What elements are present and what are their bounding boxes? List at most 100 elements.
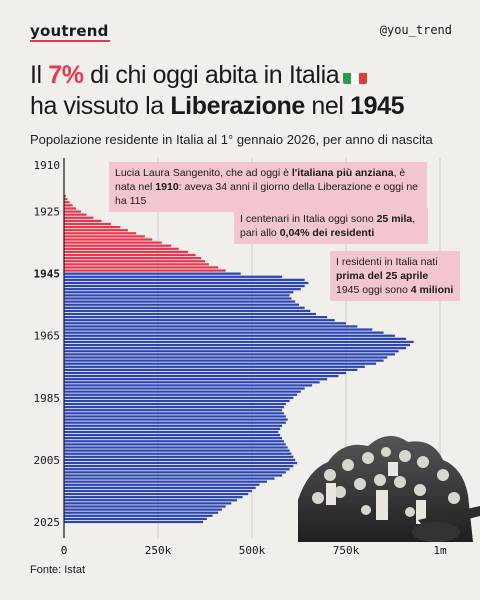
bar-2005 — [64, 458, 296, 462]
bar-2014 — [64, 486, 256, 489]
bar-1944 — [64, 269, 226, 272]
bar-1984 — [64, 393, 298, 396]
bar-1968 — [64, 343, 410, 347]
bar-2025 — [64, 520, 204, 524]
callout-2: I centenari in Italia oggi sono 25 mila,… — [234, 208, 428, 244]
italian-flag-icon — [343, 67, 368, 84]
source-note: Fonte: Istat — [30, 564, 86, 576]
x-tick-label: 0 — [61, 544, 68, 557]
bar-1941 — [64, 260, 205, 263]
bar-2006 — [64, 461, 298, 465]
bar-1935 — [64, 241, 162, 244]
x-tick-label: 750k — [333, 544, 360, 557]
bar-1964 — [64, 331, 384, 334]
callout-text: Lucia Laura Sangenito, che ad oggi è — [115, 167, 292, 179]
bar-1977 — [64, 371, 346, 375]
bar-1957 — [64, 309, 311, 313]
bar-1971 — [64, 353, 395, 356]
bar-1927 — [64, 216, 94, 219]
bar-1966 — [64, 337, 407, 340]
brand-underline — [30, 40, 110, 42]
callout-text: 4 milioni — [410, 284, 454, 296]
bar-1976 — [64, 368, 358, 372]
x-tick-label: 250k — [145, 544, 172, 557]
bar-1928 — [64, 219, 102, 222]
subtitle: Popolazione residente in Italia al 1° ge… — [30, 132, 433, 147]
callout-text: : aveva 34 anni il giorno della Liberazi… — [115, 181, 418, 207]
bar-2022 — [64, 511, 219, 514]
headline-percentage: 7% — [48, 61, 84, 89]
bar-1969 — [64, 347, 407, 350]
callout-text: 25 mila — [376, 213, 413, 225]
bar-1920 — [64, 194, 66, 198]
bar-1936 — [64, 244, 172, 247]
bar-1952 — [64, 294, 290, 297]
callout-text: prima del 25 aprile — [336, 270, 429, 282]
bar-2007 — [64, 465, 294, 468]
bar-1975 — [64, 365, 365, 368]
y-tick-label: 1945 — [34, 268, 61, 281]
bar-1991 — [64, 415, 286, 418]
callout-3: I residenti in Italia nati prima del 25 … — [330, 251, 460, 301]
callout-text: l'italiana più anziana — [291, 167, 394, 179]
y-tick-label: 1910 — [34, 159, 61, 172]
bar-1954 — [64, 300, 296, 303]
social-handle: @you_trend — [379, 23, 452, 37]
bar-1974 — [64, 362, 377, 365]
bar-1943 — [64, 266, 219, 269]
bar-1987 — [64, 402, 286, 406]
bar-1982 — [64, 387, 305, 390]
headline: Il 7% di chi oggi abita in Italia ha vis… — [30, 60, 405, 122]
bar-1973 — [64, 359, 384, 362]
bar-1948 — [64, 281, 309, 285]
bar-1923 — [64, 204, 73, 207]
bar-2020 — [64, 505, 226, 508]
bar-1983 — [64, 390, 301, 393]
bar-1942 — [64, 263, 209, 266]
callout-text: 1945 oggi sono — [336, 284, 411, 296]
bar-1956 — [64, 306, 305, 309]
bar-2018 — [64, 499, 237, 502]
bar-2009 — [64, 471, 286, 474]
bar-2016 — [64, 492, 249, 496]
bar-1970 — [64, 350, 399, 353]
x-tick-label: 1m — [433, 544, 447, 557]
bar-2004 — [64, 455, 294, 458]
bar-1950 — [64, 288, 301, 291]
bar-2019 — [64, 502, 232, 505]
bar-1940 — [64, 257, 202, 260]
bar-1979 — [64, 378, 328, 381]
bar-1931 — [64, 229, 128, 232]
bar-1922 — [64, 201, 70, 204]
bar-1996 — [64, 430, 279, 434]
bar-2024 — [64, 517, 207, 521]
x-tick-label: 500k — [239, 544, 266, 557]
bar-1951 — [64, 291, 294, 294]
callout-text: I centenari in Italia oggi sono — [240, 213, 377, 225]
bar-1986 — [64, 399, 290, 403]
bar-1985 — [64, 396, 294, 399]
bar-1960 — [64, 319, 335, 322]
bar-1989 — [64, 409, 283, 412]
bar-1967 — [64, 340, 414, 344]
bar-1932 — [64, 232, 137, 235]
bar-2001 — [64, 446, 288, 449]
population-bar-chart: 1910 1925 1945 1965 1985 2005 2025 0 250k 500k 750… — [34, 158, 447, 557]
bar-1998 — [64, 437, 283, 440]
bar-2008 — [64, 468, 290, 471]
bar-2003 — [64, 452, 292, 455]
bar-1959 — [64, 316, 328, 319]
bar-1962 — [64, 325, 358, 328]
bar-2015 — [64, 489, 252, 493]
bar-2002 — [64, 449, 290, 452]
callout-1: Lucia Laura Sangenito, che ad oggi è l'i… — [109, 162, 427, 212]
y-tick-label: 2025 — [34, 516, 61, 529]
bar-1992 — [64, 418, 288, 421]
bar-1947 — [64, 278, 305, 281]
bar-1921 — [64, 198, 68, 201]
y-tick-label: 2005 — [34, 454, 61, 467]
bar-2023 — [64, 514, 213, 517]
bar-1933 — [64, 235, 145, 238]
liberation-photo — [298, 435, 480, 542]
bar-1961 — [64, 322, 346, 325]
